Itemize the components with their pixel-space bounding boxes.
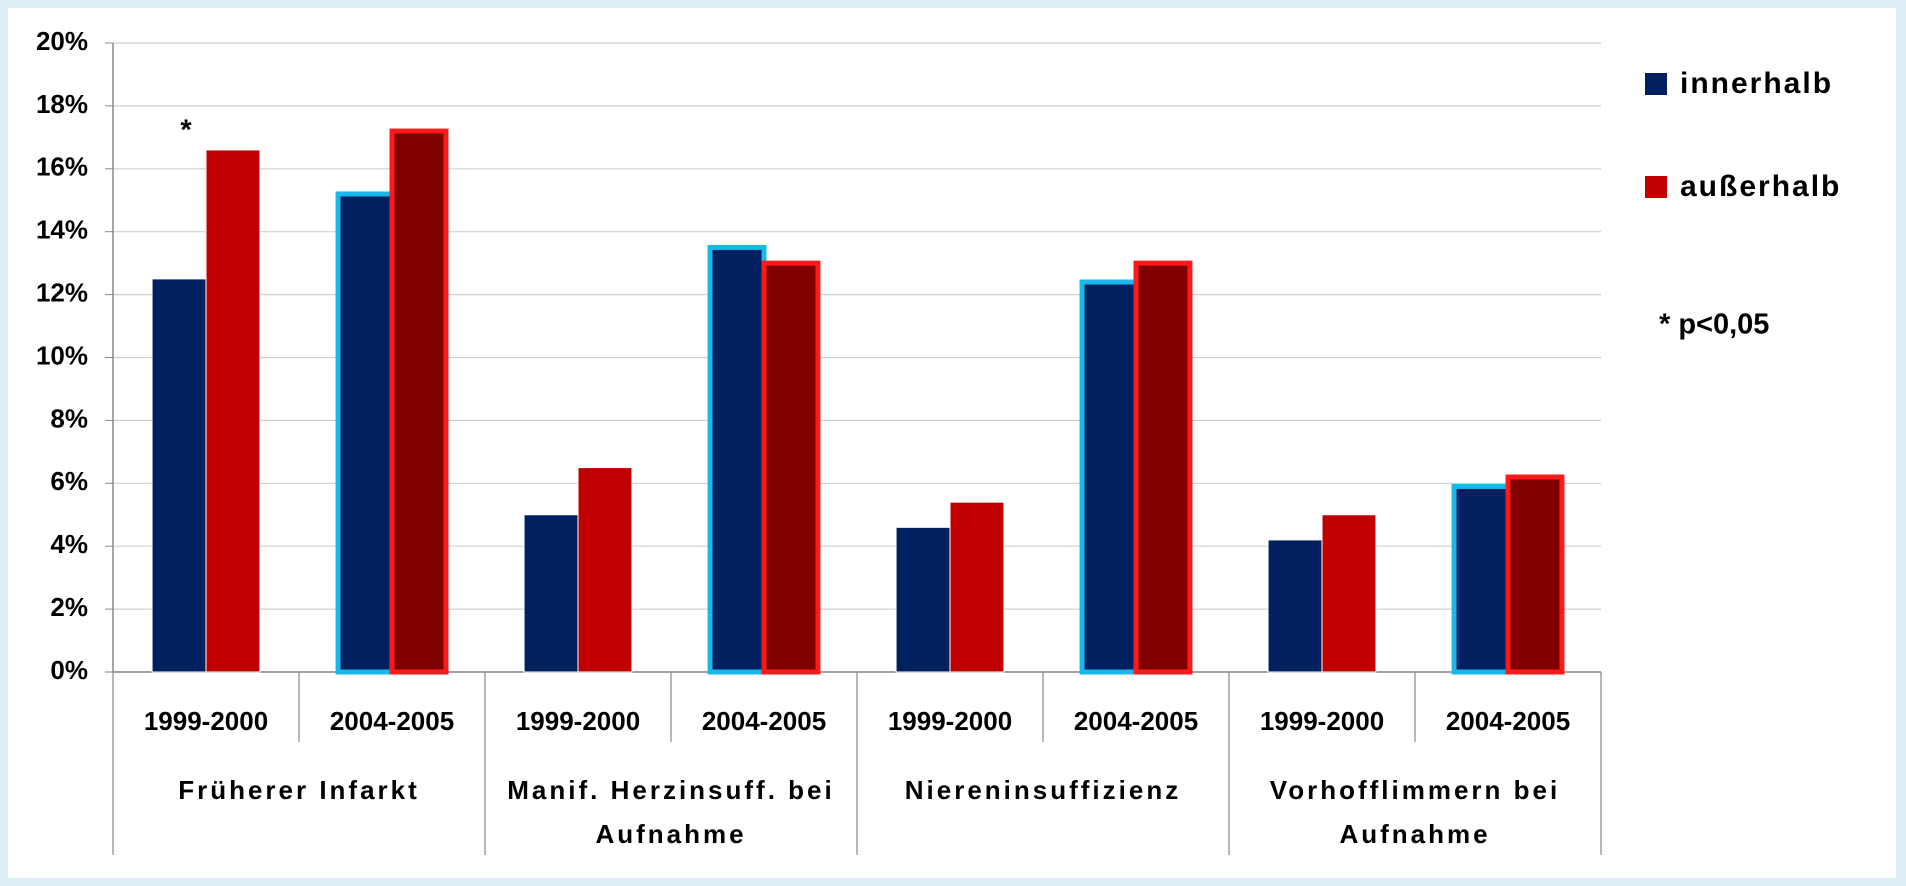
y-tick-label: 6% bbox=[50, 466, 88, 496]
bar bbox=[1451, 483, 1511, 675]
legend-label: innerhalb bbox=[1680, 67, 1833, 100]
y-tick-label: 16% bbox=[36, 152, 88, 182]
bar bbox=[707, 244, 767, 675]
bar bbox=[577, 467, 633, 673]
y-tick-label: 4% bbox=[50, 529, 88, 559]
group-label-box: Niereninsuffizienz bbox=[904, 775, 1182, 805]
plot-background bbox=[8, 8, 1896, 878]
note: * p<0,05 bbox=[1659, 309, 1769, 341]
y-tick-label: 14% bbox=[36, 215, 88, 245]
x-tick-label: 1999-2000 bbox=[144, 706, 268, 736]
y-tick-label: 2% bbox=[50, 592, 88, 622]
bar bbox=[151, 278, 207, 673]
bar bbox=[1133, 260, 1193, 675]
group-label-box: Früherer Infarkt bbox=[178, 775, 420, 805]
x-tick-label: 1999-2000 bbox=[1260, 706, 1384, 736]
x-tick-label: 2004-2005 bbox=[330, 706, 454, 736]
y-tick-label: 0% bbox=[50, 655, 88, 685]
group-label: Manif. Herzinsuff. bei Aufnahme bbox=[507, 775, 835, 849]
bar bbox=[205, 149, 261, 673]
bar bbox=[761, 260, 821, 675]
x-tick-label: 2004-2005 bbox=[1074, 706, 1198, 736]
x-tick-label: 2004-2005 bbox=[1446, 706, 1570, 736]
x-tick-label: 1999-2000 bbox=[888, 706, 1012, 736]
legend-label: außerhalb bbox=[1680, 170, 1841, 203]
y-tick-label: 8% bbox=[50, 403, 88, 433]
bar bbox=[1321, 514, 1377, 673]
x-tick-label: 2004-2005 bbox=[702, 706, 826, 736]
bar bbox=[1267, 539, 1323, 673]
group-label: Früherer Infarkt bbox=[178, 775, 420, 805]
y-tick-label: 10% bbox=[36, 340, 88, 370]
group-label: Vorhofflimmern bei Aufnahme bbox=[1269, 775, 1561, 849]
group-label: Niereninsuffizienz bbox=[904, 775, 1182, 805]
bar bbox=[949, 501, 1005, 673]
bar bbox=[523, 514, 579, 673]
bar bbox=[895, 526, 951, 673]
y-tick-label: 18% bbox=[36, 89, 88, 119]
legend-swatch bbox=[1645, 176, 1667, 198]
bar bbox=[389, 128, 449, 675]
y-tick-label: 12% bbox=[36, 277, 88, 307]
bar bbox=[1505, 474, 1565, 675]
bar bbox=[335, 191, 395, 675]
x-tick-label: 1999-2000 bbox=[516, 706, 640, 736]
legend-swatch bbox=[1645, 73, 1667, 95]
annotation: * bbox=[180, 115, 192, 147]
group-label-box: Vorhofflimmern bei Aufnahme bbox=[1269, 775, 1561, 849]
bar bbox=[1079, 279, 1139, 675]
group-label-box: Manif. Herzinsuff. bei Aufnahme bbox=[507, 775, 835, 849]
y-tick-label: 20% bbox=[36, 26, 88, 56]
